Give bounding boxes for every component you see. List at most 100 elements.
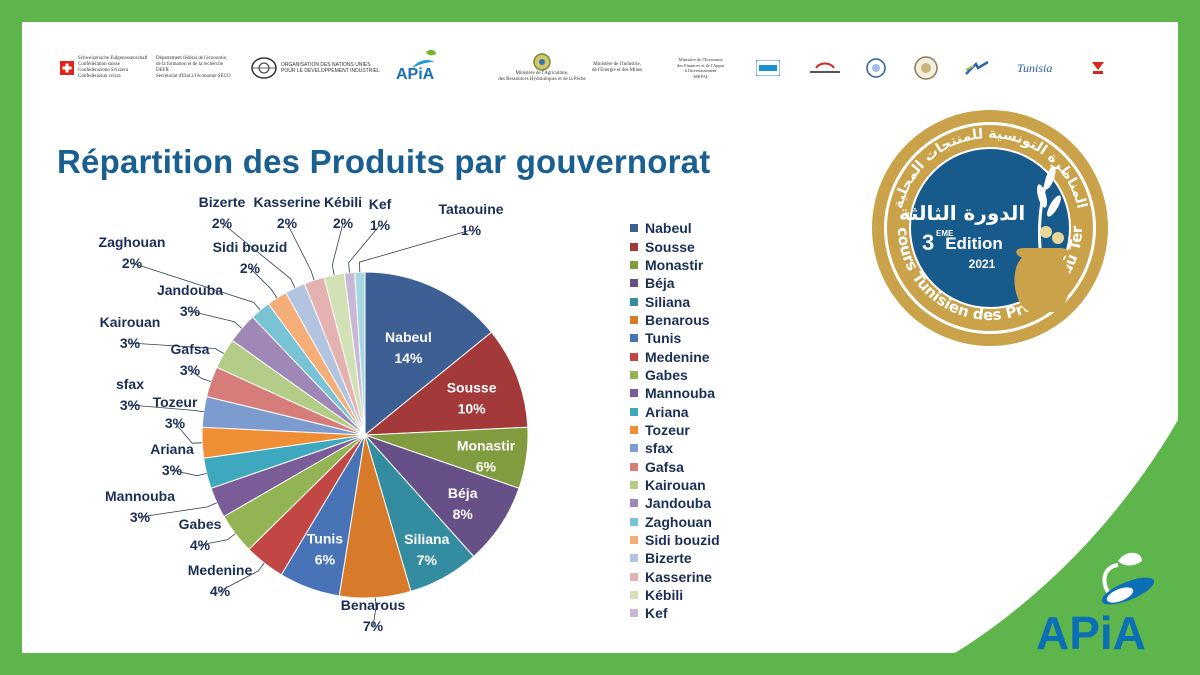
legend-item-benarous: Benarous bbox=[630, 311, 720, 329]
data-label-value-tataouine: 1% bbox=[461, 222, 482, 238]
legend-label-sfax: sfax bbox=[645, 440, 674, 457]
data-label-name-bizerte: Bizerte bbox=[199, 194, 246, 210]
badge-year: 2021 bbox=[969, 257, 996, 271]
data-label-name-kasserine: Kasserine bbox=[254, 194, 321, 210]
data-label-value-zaghouan: 2% bbox=[122, 255, 143, 271]
legend-item-beja: Béja bbox=[630, 274, 720, 292]
data-label-name-tataouine: Tataouine bbox=[438, 201, 503, 217]
apia-small-text: APiA bbox=[396, 66, 435, 83]
legend-label-tunis: Tunis bbox=[645, 330, 682, 347]
partner-logo-seal bbox=[914, 42, 940, 94]
legend-label-jandouba: Jandouba bbox=[645, 495, 712, 512]
apia-leaf-icon bbox=[412, 49, 436, 68]
legend-label-zaghouan: Zaghouan bbox=[645, 513, 712, 530]
red-mark-icon bbox=[1092, 62, 1104, 74]
legend-swatch-medenine bbox=[630, 352, 638, 361]
agriculture-logo: Ministère de l'Agriculture, des Ressourc… bbox=[482, 42, 602, 94]
unido-line-1: ORGANISATION DES NATIONS UNIES bbox=[281, 62, 371, 68]
swiss-line-4: Confederaziun svizra bbox=[78, 74, 121, 79]
leader-line-kebili bbox=[331, 222, 344, 275]
data-label-name-zaghouan: Zaghouan bbox=[99, 234, 166, 250]
leader-line-zaghouan bbox=[131, 262, 261, 311]
legend-swatch-sfax bbox=[630, 444, 638, 453]
legend-swatch-sousse bbox=[630, 242, 638, 251]
leader-line-tataouine bbox=[359, 229, 472, 273]
swiss-line-2: Confédération suisse bbox=[78, 62, 120, 67]
leader-line-sidi-bouzid bbox=[249, 267, 278, 299]
data-label-name-monastir: Monastir bbox=[457, 437, 516, 453]
swiss-logo: Schweizerische Eidgenossenschaft Confédé… bbox=[60, 42, 150, 94]
leader-line-ariana bbox=[171, 469, 207, 477]
legend-swatch-gafsa bbox=[630, 462, 638, 471]
legend-swatch-beja bbox=[630, 279, 638, 288]
data-label-name-sidi-bouzid: Sidi bouzid bbox=[213, 239, 288, 255]
data-label-value-mannouba: 3% bbox=[130, 509, 151, 525]
legend-swatch-kasserine bbox=[630, 572, 638, 581]
data-label-name-benarous: Benarous bbox=[341, 597, 406, 613]
apia-leaf-icon-large bbox=[1118, 552, 1142, 566]
data-label-name-kef: Kef bbox=[369, 196, 392, 212]
data-label-value-nabeul: 14% bbox=[394, 350, 423, 366]
legend-item-tozeur: Tozeur bbox=[630, 421, 720, 439]
legend-swatch-gabes bbox=[630, 370, 638, 379]
data-label-name-sfax: sfax bbox=[116, 376, 144, 392]
legend-item-bizerte: Bizerte bbox=[630, 549, 720, 567]
data-label-value-monastir: 6% bbox=[476, 458, 497, 474]
agri-line-1: Ministère de l'Agriculture, bbox=[515, 71, 569, 76]
economie-line-3: à l'investissement bbox=[684, 68, 717, 73]
leader-line-medenine bbox=[219, 562, 265, 592]
data-label-value-tunis: 6% bbox=[315, 551, 336, 567]
badge-arabic-edition: الدورة الثالثة bbox=[899, 201, 1025, 225]
legend-swatch-nabeul bbox=[630, 224, 638, 233]
arrows-logo-icon bbox=[965, 60, 989, 75]
data-label-name-siliana: Siliana bbox=[404, 531, 449, 547]
data-label-name-nabeul: Nabeul bbox=[385, 329, 432, 345]
economie-line-4: -MEFAI- bbox=[692, 73, 709, 79]
leader-line-tozeur bbox=[174, 422, 203, 444]
legend-label-sousse: Sousse bbox=[645, 238, 695, 255]
page-title: Répartition des Produits par gouvernorat bbox=[57, 143, 711, 180]
partner-logo-arrows bbox=[964, 42, 992, 94]
legend-swatch-kef bbox=[630, 609, 638, 618]
industrie-line-1: Ministère de l'Industrie, bbox=[593, 62, 641, 67]
data-label-name-kairouan: Kairouan bbox=[100, 314, 161, 330]
data-label-value-gafsa: 3% bbox=[180, 362, 201, 378]
apia-logo-text: APiA bbox=[1036, 607, 1146, 655]
legend-label-gafsa: Gafsa bbox=[645, 458, 684, 475]
data-label-name-tunis: Tunis bbox=[307, 530, 344, 546]
data-label-value-tozeur: 3% bbox=[165, 415, 186, 431]
data-label-name-kebili: Kébili bbox=[324, 194, 362, 210]
legend-item-gafsa: Gafsa bbox=[630, 457, 720, 475]
legend-label-mannouba: Mannouba bbox=[645, 385, 715, 402]
pie-slice-nabeul bbox=[364, 271, 493, 437]
legend-label-kasserine: Kasserine bbox=[645, 568, 712, 585]
data-label-value-medenine: 4% bbox=[210, 583, 231, 599]
economie-logo: Ministère de l'Economie des Finances et … bbox=[677, 42, 747, 94]
data-label-name-tozeur: Tozeur bbox=[153, 394, 198, 410]
data-label-name-mannouba: Mannouba bbox=[105, 488, 175, 504]
legend-label-ariana: Ariana bbox=[645, 403, 689, 420]
data-label-value-sidi-bouzid: 2% bbox=[240, 260, 261, 276]
leader-line-kairouan bbox=[129, 342, 225, 354]
data-label-value-sfax: 3% bbox=[120, 397, 141, 413]
legend-label-siliana: Siliana bbox=[645, 293, 691, 310]
legend-item-siliana: Siliana bbox=[630, 292, 720, 310]
swiss-line-1: Schweizerische Eidgenossenschaft bbox=[78, 56, 148, 61]
legend-label-kef: Kef bbox=[645, 605, 668, 622]
dept-logo: Département fédéral de l'économie, de la… bbox=[156, 42, 236, 94]
data-label-value-kairouan: 3% bbox=[120, 335, 141, 351]
legend-item-jandouba: Jandouba bbox=[630, 494, 720, 512]
legend-item-nabeul: Nabeul bbox=[630, 219, 720, 237]
legend-label-benarous: Benarous bbox=[645, 311, 710, 328]
leader-line-bizerte bbox=[221, 222, 296, 288]
leader-line-mannouba bbox=[139, 502, 217, 518]
leader-line-jandouba bbox=[189, 310, 243, 329]
legend-swatch-siliana bbox=[630, 297, 638, 306]
data-label-value-gabes: 4% bbox=[190, 537, 211, 553]
partner-logo-cepex bbox=[756, 42, 782, 94]
data-label-value-ariana: 3% bbox=[162, 462, 183, 478]
legend-label-medenine: Medenine bbox=[645, 348, 710, 365]
data-label-value-benarous: 7% bbox=[363, 618, 384, 634]
legend-swatch-kebili bbox=[630, 591, 638, 600]
